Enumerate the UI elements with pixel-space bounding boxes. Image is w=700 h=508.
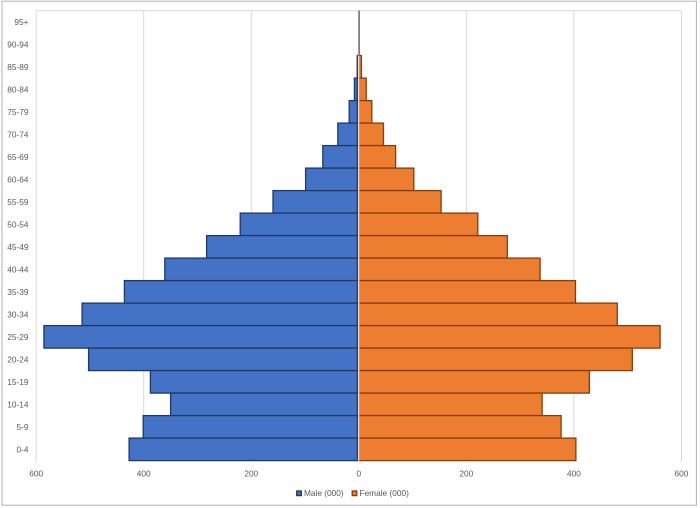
svg-text:85-89: 85-89 — [7, 62, 29, 72]
svg-text:40-44: 40-44 — [7, 264, 29, 274]
svg-text:0: 0 — [356, 468, 361, 478]
svg-text:200: 200 — [244, 468, 258, 478]
svg-text:10-14: 10-14 — [7, 399, 29, 409]
svg-text:95+: 95+ — [14, 17, 28, 27]
svg-text:25-29: 25-29 — [7, 332, 29, 342]
svg-text:50-54: 50-54 — [7, 219, 29, 229]
svg-text:Female (000): Female (000) — [360, 488, 410, 498]
svg-text:400: 400 — [137, 468, 151, 478]
svg-text:70-74: 70-74 — [7, 129, 29, 139]
svg-text:30-34: 30-34 — [7, 309, 29, 319]
svg-text:Male (000): Male (000) — [304, 488, 344, 498]
svg-text:600: 600 — [29, 468, 43, 478]
svg-text:80-84: 80-84 — [7, 84, 29, 94]
svg-text:15-19: 15-19 — [7, 377, 29, 387]
svg-text:5-9: 5-9 — [17, 422, 29, 432]
svg-text:20-24: 20-24 — [7, 354, 29, 364]
svg-text:60-64: 60-64 — [7, 174, 29, 184]
svg-text:55-59: 55-59 — [7, 197, 29, 207]
svg-text:35-39: 35-39 — [7, 287, 29, 297]
svg-text:75-79: 75-79 — [7, 107, 29, 117]
svg-text:65-69: 65-69 — [7, 152, 29, 162]
svg-text:600: 600 — [675, 468, 689, 478]
svg-text:45-49: 45-49 — [7, 242, 29, 252]
svg-text:0-4: 0-4 — [17, 444, 29, 454]
svg-text:200: 200 — [459, 468, 473, 478]
svg-text:90-94: 90-94 — [7, 39, 29, 49]
svg-text:400: 400 — [567, 468, 581, 478]
